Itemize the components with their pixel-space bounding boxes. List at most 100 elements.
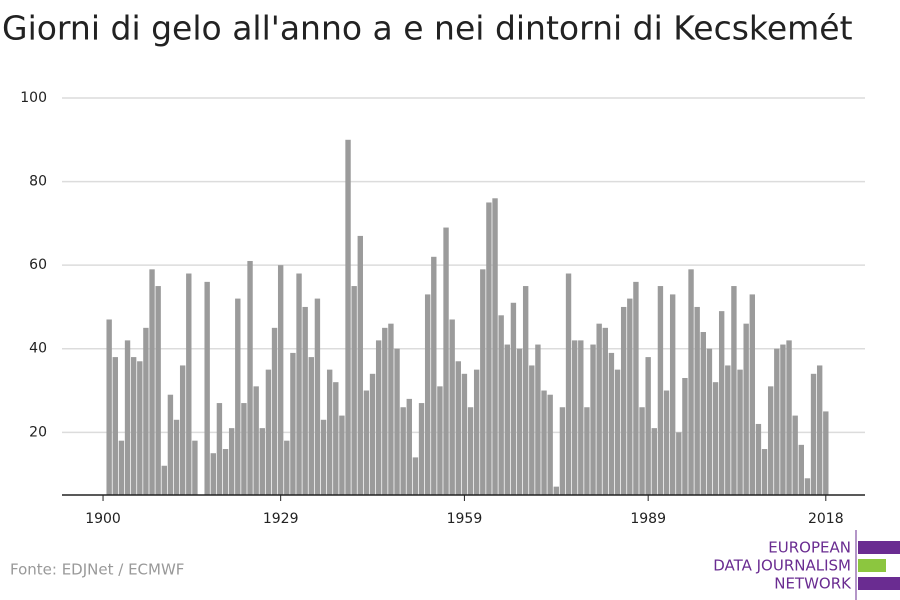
bar	[578, 340, 584, 495]
bar	[259, 428, 265, 495]
bar	[743, 323, 749, 495]
bar	[161, 465, 167, 495]
bar	[584, 407, 590, 495]
bar	[265, 369, 272, 495]
bar	[510, 302, 517, 495]
bar	[639, 407, 645, 495]
bar	[363, 390, 370, 495]
x-tick-label: 1959	[447, 511, 483, 527]
bar	[192, 440, 198, 495]
bar	[271, 327, 278, 495]
bar	[167, 394, 174, 495]
bar	[718, 311, 725, 495]
bar	[369, 373, 376, 495]
bar	[400, 407, 406, 495]
bar	[437, 386, 443, 495]
bar	[320, 419, 327, 495]
bar	[694, 306, 700, 495]
bar	[210, 453, 216, 495]
bar	[792, 415, 798, 495]
bar	[798, 444, 804, 495]
bar	[235, 298, 241, 495]
bar	[645, 357, 651, 495]
bar	[492, 198, 498, 495]
bar	[431, 256, 437, 495]
logo-text: DATA JOURNALISM	[713, 557, 851, 575]
bar	[810, 373, 817, 495]
bar	[706, 348, 713, 495]
bar	[780, 344, 786, 495]
bar	[682, 377, 688, 495]
bar	[712, 382, 719, 495]
bar	[627, 298, 633, 495]
bar	[553, 486, 559, 495]
bar	[700, 332, 706, 495]
bar	[571, 340, 578, 495]
x-tick-label: 2018	[808, 511, 844, 527]
bar	[302, 306, 308, 495]
bar	[731, 286, 737, 495]
bar	[504, 344, 510, 495]
bar	[480, 269, 486, 495]
bar	[118, 440, 125, 495]
bar	[663, 390, 670, 495]
bar	[596, 323, 602, 495]
bar	[498, 315, 504, 495]
bar	[124, 340, 131, 495]
bar	[204, 281, 210, 495]
bar	[241, 403, 247, 495]
bar	[228, 428, 235, 495]
bar	[418, 403, 425, 495]
logo-text: EUROPEAN	[768, 539, 851, 557]
bar	[620, 306, 627, 495]
logo-bar	[858, 577, 900, 590]
bar	[247, 260, 253, 495]
bar	[804, 478, 811, 495]
y-tick-label: 20	[29, 424, 47, 440]
bar	[424, 294, 431, 495]
logo-bar	[858, 559, 886, 572]
bar	[326, 369, 333, 495]
bar	[473, 369, 480, 495]
bar	[382, 327, 388, 495]
bar	[602, 327, 608, 495]
bar	[290, 352, 296, 495]
bar	[676, 432, 682, 495]
bar	[375, 340, 382, 495]
bar	[186, 273, 192, 495]
bar	[486, 202, 492, 495]
bar	[333, 382, 339, 495]
y-tick-label: 60	[29, 257, 47, 273]
bar	[669, 294, 676, 495]
bar	[296, 273, 302, 495]
bar	[755, 423, 762, 495]
bar	[130, 357, 137, 495]
bar	[455, 361, 461, 495]
bar	[467, 407, 474, 495]
y-tick-label: 100	[20, 90, 47, 106]
bar	[179, 365, 186, 495]
bar	[657, 286, 664, 495]
source: Fonte: EDJNet / ECMWF	[10, 561, 184, 579]
bar	[761, 449, 768, 495]
x-tick-label: 1900	[85, 511, 121, 527]
bar	[816, 365, 823, 495]
bar	[516, 348, 523, 495]
bar	[137, 361, 143, 495]
bar	[284, 440, 290, 495]
bar	[749, 294, 755, 495]
bar	[443, 227, 449, 495]
bar	[357, 235, 363, 495]
bar	[590, 344, 596, 495]
bar	[308, 357, 314, 495]
bar	[547, 394, 553, 495]
bar	[277, 265, 284, 495]
x-tick-label: 1989	[630, 511, 666, 527]
bar	[388, 323, 394, 495]
bar	[345, 139, 351, 495]
bar	[522, 286, 529, 495]
bar	[222, 449, 229, 495]
bar	[394, 348, 400, 495]
bar	[529, 365, 535, 495]
